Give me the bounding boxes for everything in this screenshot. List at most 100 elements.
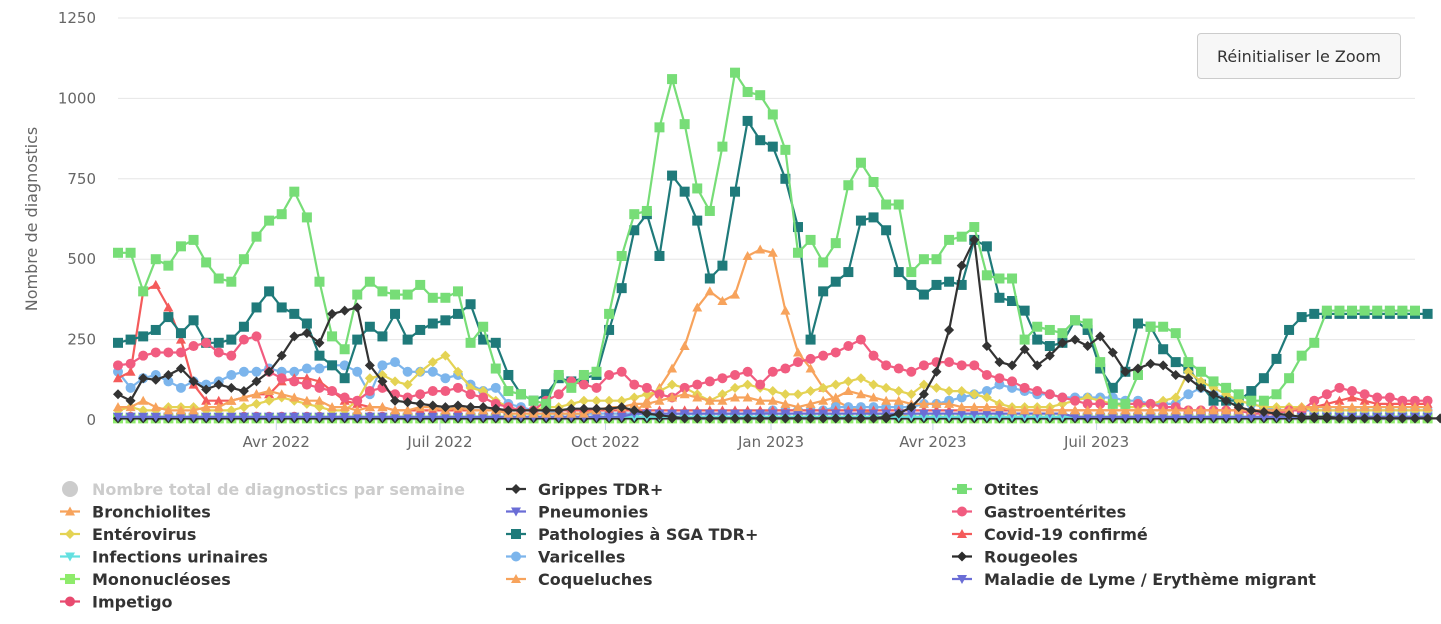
data-point xyxy=(1422,413,1433,424)
data-point xyxy=(415,324,426,335)
data-point xyxy=(1007,376,1018,387)
data-point xyxy=(969,222,980,233)
data-point xyxy=(667,363,678,373)
data-point xyxy=(1397,305,1408,316)
legend-item[interactable]: Pneumonies xyxy=(506,503,648,522)
legend-item[interactable]: Rougeoles xyxy=(952,548,1078,567)
data-point xyxy=(881,225,892,236)
legend-item[interactable]: Covid-19 confirmé xyxy=(952,525,1148,544)
data-point xyxy=(604,412,615,422)
legend-item[interactable]: Entérovirus xyxy=(60,525,196,544)
data-point xyxy=(289,366,300,377)
data-point xyxy=(956,360,967,371)
data-point xyxy=(981,241,992,252)
data-point xyxy=(1258,373,1269,384)
data-point xyxy=(629,379,640,390)
legend-item[interactable]: Maladie de Lyme / Erythème migrant xyxy=(952,570,1316,589)
legend-item[interactable]: Infections urinaires xyxy=(60,548,268,567)
reset-zoom-button[interactable]: Réinitialiser le Zoom xyxy=(1197,33,1401,79)
data-point xyxy=(931,409,942,419)
legend-label: Rougeoles xyxy=(984,548,1078,567)
data-point xyxy=(717,395,728,405)
data-point xyxy=(1007,296,1018,307)
legend-label: Maladie de Lyme / Erythème migrant xyxy=(984,570,1316,589)
legend-item[interactable]: Coqueluches xyxy=(506,570,653,589)
data-point xyxy=(730,392,741,402)
data-point xyxy=(427,400,438,411)
data-point xyxy=(1070,412,1081,422)
data-point xyxy=(541,398,552,409)
data-point xyxy=(238,321,249,332)
data-point xyxy=(1032,386,1043,397)
data-point xyxy=(1372,392,1383,403)
data-point xyxy=(944,357,955,368)
legend-item[interactable]: Otites xyxy=(952,480,1039,499)
data-point xyxy=(1296,350,1307,361)
data-point xyxy=(452,412,463,422)
data-point xyxy=(1032,360,1043,371)
data-point xyxy=(226,276,237,287)
data-point xyxy=(679,119,690,130)
legend-item[interactable]: Pathologies à SGA TDR+ xyxy=(506,525,758,544)
data-point xyxy=(679,341,690,351)
data-point xyxy=(1410,305,1420,316)
data-point xyxy=(1019,305,1030,316)
data-point xyxy=(792,413,803,424)
data-point xyxy=(604,395,615,406)
data-point xyxy=(1170,369,1181,380)
data-point xyxy=(339,373,350,384)
data-point xyxy=(1170,328,1181,339)
data-point xyxy=(541,405,552,416)
data-point xyxy=(755,379,766,390)
data-point xyxy=(604,324,615,335)
data-point xyxy=(1359,413,1370,424)
data-point xyxy=(868,212,879,223)
data-point xyxy=(969,360,980,371)
data-point xyxy=(289,308,300,319)
legend-item[interactable]: Mononucléoses xyxy=(60,570,231,589)
data-point xyxy=(1208,389,1219,400)
data-point xyxy=(629,398,640,408)
data-point xyxy=(843,267,854,278)
legend-item[interactable]: Varicelles xyxy=(506,548,625,567)
x-tick-label: Juil 2023 xyxy=(1063,433,1129,451)
data-point xyxy=(553,369,564,380)
data-point xyxy=(893,267,904,278)
legend-item[interactable]: Nombre total de diagnostics par semaine xyxy=(62,480,465,499)
data-point xyxy=(868,413,879,424)
x-tick-label: Avr 2022 xyxy=(243,433,310,451)
legend-item[interactable]: Grippes TDR+ xyxy=(506,480,663,499)
data-point xyxy=(390,412,401,422)
data-point xyxy=(1082,318,1093,329)
data-point xyxy=(238,402,249,413)
legend-item[interactable]: Impetigo xyxy=(60,593,173,612)
data-point xyxy=(1284,324,1295,335)
data-point xyxy=(805,353,816,364)
data-point xyxy=(868,177,879,188)
legend-item[interactable]: Bronchiolites xyxy=(60,503,211,522)
data-point xyxy=(981,409,992,419)
data-point xyxy=(1044,405,1055,415)
data-point xyxy=(1170,392,1181,403)
data-point xyxy=(175,363,186,374)
data-point xyxy=(452,308,463,319)
data-point xyxy=(352,412,363,422)
data-point xyxy=(629,405,640,416)
data-point xyxy=(780,413,791,424)
data-point xyxy=(1195,412,1206,422)
data-point xyxy=(452,382,463,393)
legend-item[interactable]: Gastroentérites xyxy=(952,503,1126,522)
data-point xyxy=(1044,341,1055,352)
data-point xyxy=(742,86,753,97)
data-point xyxy=(755,135,766,146)
data-point xyxy=(881,411,892,422)
x-tick-label: Juil 2022 xyxy=(406,433,472,451)
data-point xyxy=(1170,405,1181,415)
data-point xyxy=(301,395,312,405)
data-point xyxy=(578,369,589,380)
data-point xyxy=(1082,341,1093,352)
legend-label: Pneumonies xyxy=(538,503,648,522)
data-point xyxy=(616,402,627,413)
data-point xyxy=(175,412,186,422)
data-point xyxy=(213,402,224,412)
